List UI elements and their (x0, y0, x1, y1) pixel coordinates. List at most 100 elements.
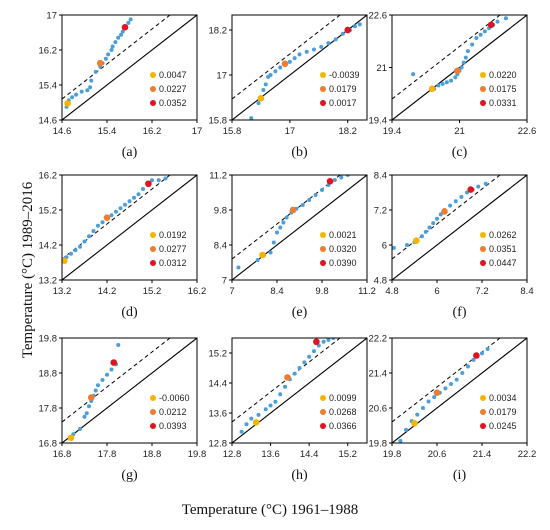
data-point (273, 69, 278, 74)
data-point (249, 116, 254, 120)
data-point (311, 47, 316, 52)
legend-label: -0.0060 (159, 393, 190, 403)
panel-label: (i) (453, 468, 467, 483)
highlight-point (487, 21, 495, 29)
data-point (423, 229, 428, 234)
one-to-one-line (232, 175, 367, 280)
data-point (281, 220, 286, 225)
x-tick-label: 18.2 (338, 126, 357, 137)
x-tick-label: 14.4 (300, 449, 319, 460)
data-point (123, 202, 127, 207)
highlight-point (454, 67, 461, 75)
data-point (470, 42, 475, 47)
y-tick-label: 15.2 (39, 206, 58, 217)
y-tick-label: 22.6 (369, 11, 388, 22)
legend-label: 0.0220 (489, 70, 517, 80)
trend-line (392, 338, 501, 423)
highlight-point (284, 374, 291, 381)
trend-line (232, 15, 341, 100)
data-point (109, 213, 114, 218)
x-tick-label: 20.6 (428, 449, 447, 460)
plot-area (232, 15, 367, 120)
data-point (304, 49, 309, 54)
y-tick-label: 4.8 (374, 276, 387, 287)
data-point (103, 56, 108, 61)
highlight-point (313, 338, 320, 346)
panel-label: (a) (122, 145, 138, 160)
panel-8: 12.8 13.6 14.4 15.2 12.8 13.6 14.4 15.2 0.0099 0.… (209, 337, 368, 483)
panel-label: (d) (121, 305, 138, 320)
x-tick-label: 12.8 (223, 449, 242, 460)
highlight-point (281, 60, 289, 68)
legend-marker (480, 423, 486, 429)
x-tick-label: 16.2 (188, 286, 207, 297)
data-point (440, 81, 445, 86)
data-point (443, 386, 448, 391)
legend-label: 0.0021 (329, 230, 357, 240)
data-point (119, 32, 124, 37)
data-point (485, 346, 490, 351)
y-tick-label: 13.2 (39, 276, 58, 287)
x-tick-label: 6 (434, 286, 439, 297)
highlight-point (145, 180, 152, 188)
data-point (278, 392, 283, 397)
panel-1: 14.6 15.4 16.2 17 14.6 15.4 16.2 17 0.0047 0.0227… (39, 11, 203, 161)
legend-label: 0.0192 (159, 230, 187, 240)
data-point (474, 35, 479, 40)
y-tick-label: 17 (46, 11, 57, 22)
y-tick-label: 13.6 (209, 409, 228, 420)
one-to-one-line (392, 15, 527, 120)
data-point (287, 59, 292, 64)
panel-label: (g) (121, 468, 138, 483)
data-point (432, 395, 437, 400)
x-tick-label: 17.8 (98, 449, 117, 460)
data-point (88, 85, 93, 90)
data-point (476, 184, 481, 189)
legend-marker (150, 100, 156, 106)
x-tick-label: 9.8 (315, 286, 328, 297)
one-to-one-line (62, 338, 197, 443)
x-tick-label: 17 (285, 126, 296, 137)
y-tick-label: 7.2 (374, 206, 387, 217)
data-point (478, 32, 483, 37)
data-point (436, 83, 441, 88)
data-point (268, 403, 273, 408)
data-point (141, 187, 145, 191)
data-point (82, 239, 87, 244)
data-point (69, 251, 73, 256)
panel-label: (h) (291, 468, 308, 483)
highlight-point (103, 214, 111, 221)
panel-grid: 14.6 15.4 16.2 17 14.6 15.4 16.2 17 0.0047 0.0227… (39, 11, 537, 484)
y-tick-label: 12.8 (209, 439, 228, 450)
y-tick-label: 7 (222, 276, 227, 287)
y-axis-title: Temperature (°C) 1989–2016 (20, 181, 36, 358)
legend-label: 0.0017 (329, 98, 357, 108)
y-tick-label: 14.2 (39, 241, 58, 252)
legend-marker (150, 260, 156, 266)
data-point (249, 416, 254, 421)
legend-marker (320, 409, 326, 415)
data-point (110, 44, 115, 49)
data-point (292, 56, 297, 61)
data-point (113, 40, 118, 45)
data-point (120, 29, 125, 34)
highlight-point (87, 394, 95, 401)
data-point (78, 427, 82, 431)
data-point (311, 349, 316, 354)
data-point (132, 195, 136, 200)
data-point (405, 243, 409, 247)
data-point (459, 194, 464, 199)
data-point (116, 343, 121, 347)
x-tick-label: 16.2 (143, 126, 162, 137)
y-tick-label: 14.4 (209, 379, 228, 390)
one-to-one-line (232, 15, 367, 120)
legend-label: 0.0390 (329, 258, 357, 268)
y-tick-label: 9.8 (214, 206, 227, 217)
highlight-point (289, 206, 297, 214)
y-tick-label: 16.8 (39, 439, 58, 450)
data-point (460, 371, 465, 375)
data-point (268, 250, 273, 255)
data-point (426, 399, 431, 404)
data-point (116, 35, 121, 40)
legend-label: 0.0277 (159, 244, 187, 254)
